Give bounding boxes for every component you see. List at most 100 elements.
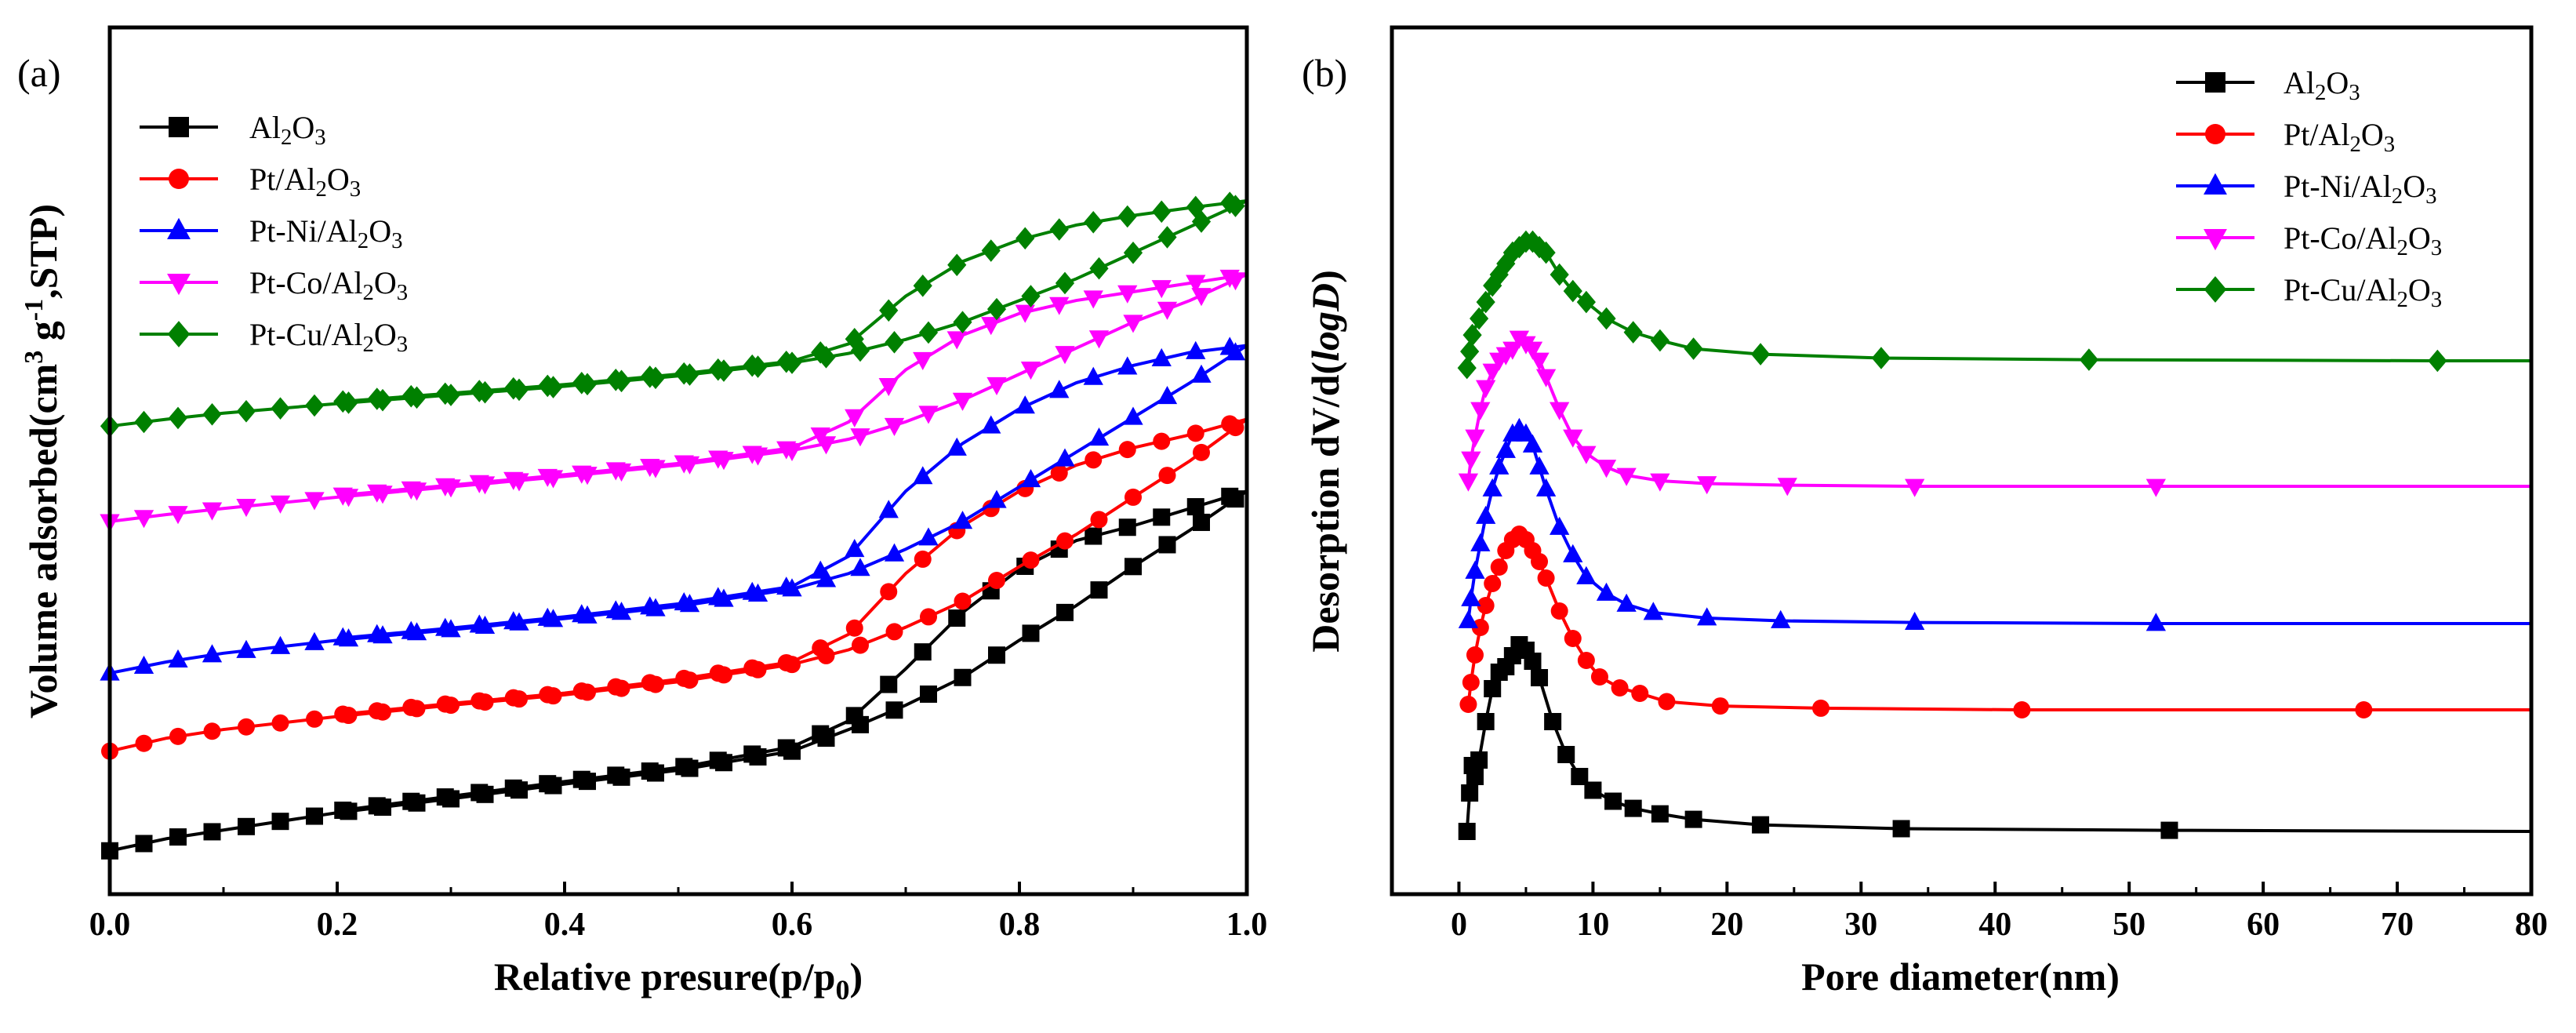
point-b-al2o3: [1466, 768, 1484, 785]
point-a-al2o3: [709, 751, 727, 769]
point-b-pt-cu-al2o3: [2428, 349, 2447, 373]
point-a-al2o3: [920, 685, 937, 703]
point-b-pt-co-al2o3: [1535, 369, 1557, 387]
point-b-al2o3: [1531, 669, 1549, 686]
point-b-pt-al2o3: [1471, 619, 1489, 636]
point-a-pt-cu-al2o3: [850, 339, 870, 362]
point-b-pt-co-al2o3: [1470, 402, 1491, 420]
point-a-al2o3: [169, 828, 187, 846]
point-a-al2o3: [885, 701, 903, 719]
point-a-pt-cu-al2o3: [401, 384, 421, 408]
point-b-pt-ni-al2o3: [1495, 439, 1516, 458]
legend-marker-a-pt-al2o3: [169, 169, 189, 189]
point-a-al2o3: [1158, 536, 1176, 554]
point-b-al2o3: [1684, 810, 1702, 828]
point-a-al2o3: [954, 668, 972, 686]
series-a-pt-al2o3: [101, 415, 1248, 760]
point-b-pt-ni-al2o3: [1697, 607, 1717, 626]
series-a-al2o3: [101, 487, 1248, 860]
point-a-pt-al2o3: [675, 669, 693, 687]
point-a-pt-ni-al2o3: [332, 627, 353, 646]
point-a-pt-ni-al2o3: [1186, 340, 1206, 359]
point-a-pt-ni-al2o3: [367, 624, 387, 642]
point-a-pt-ni-al2o3: [168, 649, 188, 667]
point-a-pt-ni-al2o3: [1055, 448, 1075, 467]
point-a-pt-ni-al2o3: [1049, 380, 1070, 398]
point-a-pt-cu-al2o3: [1191, 210, 1212, 233]
point-a-al2o3: [1022, 624, 1040, 642]
point-b-pt-ni-al2o3: [1465, 560, 1485, 579]
point-a-pt-cu-al2o3: [953, 311, 972, 333]
point-a-pt-al2o3: [1125, 488, 1142, 506]
legend-marker-a-pt-cu-al2o3: [167, 321, 191, 347]
point-a-pt-co-al2o3: [946, 331, 967, 350]
point-a-pt-al2o3: [914, 550, 932, 568]
point-a-al2o3: [607, 766, 625, 784]
point-a-al2o3: [504, 779, 522, 797]
point-a-pt-co-al2o3: [674, 455, 694, 474]
point-a-al2o3: [334, 801, 352, 819]
point-a-pt-ni-al2o3: [884, 543, 905, 562]
panel-b-x-axis-title: Pore diameter(nm): [1801, 955, 2120, 998]
point-a-pt-co-al2o3: [304, 492, 325, 511]
panel-a-legend: Al2​O3​ Pt/Al2​O3​ Pt-Ni/Al2​O3​ Pt-Co/Al2​…: [140, 110, 408, 357]
point-a-pt-al2o3: [271, 714, 289, 732]
point-a-pt-al2o3: [1085, 451, 1103, 469]
point-b-al2o3: [1624, 799, 1642, 817]
point-b-pt-cu-al2o3: [1563, 279, 1582, 303]
point-a-pt-co-al2o3: [742, 446, 762, 464]
panel-b-series-group: [1457, 230, 2532, 840]
point-a-pt-ni-al2o3: [236, 639, 256, 658]
point-a-pt-ni-al2o3: [986, 489, 1007, 508]
point-a-al2o3: [675, 758, 693, 776]
point-a-pt-co-al2o3: [401, 481, 421, 500]
point-b-pt-ni-al2o3: [1458, 609, 1479, 628]
desorption-line-pt-co-al2o3: [336, 272, 1248, 497]
point-a-pt-co-al2o3: [878, 378, 899, 397]
point-a-pt-cu-al2o3: [1021, 285, 1041, 307]
point-b-pt-ni-al2o3: [2145, 613, 2167, 631]
point-a-pt-co-al2o3: [1020, 362, 1041, 380]
adsorption-line-al2o3: [109, 489, 1248, 853]
x-tick-label-b: 20: [1710, 907, 1743, 943]
point-a-pt-co-al2o3: [845, 409, 865, 427]
point-a-pt-al2o3: [504, 689, 522, 707]
point-a-pt-ni-al2o3: [270, 635, 291, 654]
panel-b-x-ticks: 0 10 20 30 40 50 60 70 80: [1451, 882, 2548, 943]
point-a-pt-cu-al2o3: [236, 399, 256, 423]
point-b-pt-co-al2o3: [1616, 467, 1637, 486]
point-a-pt-cu-al2o3: [845, 327, 864, 351]
point-a-al2o3: [812, 725, 830, 743]
legend-label-a-al2o3: Al2​O3​: [249, 110, 326, 150]
legend-item-b-pt-al2o3: Pt/Al2​O3​: [2176, 117, 2395, 157]
point-b-pt-ni-al2o3: [1535, 478, 1557, 496]
legend-marker-b-pt-co-al2o3: [2204, 228, 2227, 251]
point-a-pt-ni-al2o3: [503, 611, 524, 630]
point-b-al2o3: [1752, 816, 1770, 834]
point-a-pt-co-al2o3: [1157, 301, 1178, 320]
legend-label-a-pt-cu-al2o3: Pt-Cu/Al2​O3​: [249, 317, 408, 357]
point-b-pt-ni-al2o3: [1461, 587, 1481, 606]
x-tick-label-a: 0.8: [999, 907, 1041, 943]
point-a-al2o3: [238, 817, 255, 835]
point-b-pt-cu-al2o3: [1460, 340, 1480, 363]
legend-label-a-pt-co-al2o3: Pt-Co/Al2​O3​: [249, 265, 408, 305]
point-a-pt-cu-al2o3: [640, 366, 659, 388]
panel-b-pore-distribution: (b) 0 10 20 30 40 50 60 70 80 Pore diameter(nm) …: [1302, 25, 2548, 998]
point-a-pt-cu-al2o3: [674, 362, 694, 385]
point-a-pt-cu-al2o3: [879, 299, 899, 322]
point-a-pt-al2o3: [1158, 467, 1176, 485]
point-a-pt-al2o3: [852, 636, 869, 654]
point-b-pt-co-al2o3: [1650, 473, 1670, 492]
point-a-pt-cu-al2o3: [1049, 218, 1069, 241]
point-a-pt-al2o3: [743, 659, 761, 677]
point-a-pt-cu-al2o3: [1117, 205, 1137, 228]
point-b-pt-al2o3: [1611, 679, 1629, 697]
point-a-pt-ni-al2o3: [605, 600, 626, 619]
point-b-pt-ni-al2o3: [1476, 505, 1496, 524]
point-b-al2o3: [1604, 792, 1622, 810]
point-a-pt-ni-al2o3: [913, 466, 933, 485]
legend-item-a-al2o3: Al2​O3​: [140, 110, 326, 150]
point-a-pt-al2o3: [641, 674, 659, 692]
point-a-pt-cu-al2o3: [538, 374, 558, 398]
